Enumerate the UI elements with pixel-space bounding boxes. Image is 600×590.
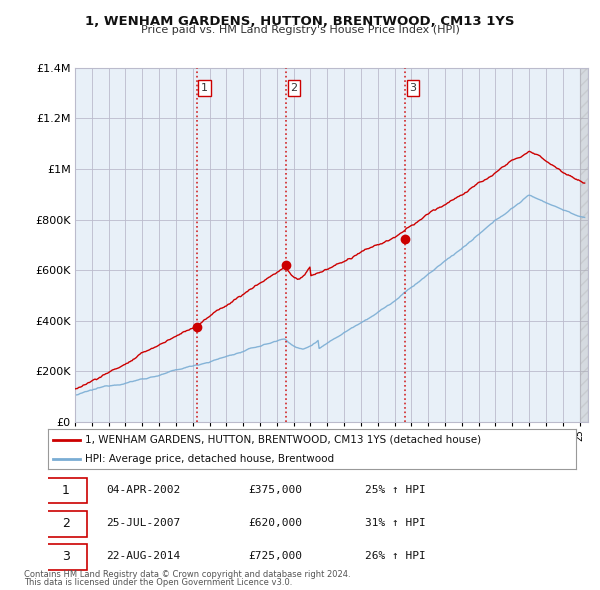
Text: 22-AUG-2014: 22-AUG-2014 <box>106 552 181 561</box>
Text: Contains HM Land Registry data © Crown copyright and database right 2024.: Contains HM Land Registry data © Crown c… <box>24 571 350 579</box>
FancyBboxPatch shape <box>46 511 86 536</box>
Text: HPI: Average price, detached house, Brentwood: HPI: Average price, detached house, Bren… <box>85 454 334 464</box>
Text: 26% ↑ HPI: 26% ↑ HPI <box>365 552 425 561</box>
Text: Price paid vs. HM Land Registry's House Price Index (HPI): Price paid vs. HM Land Registry's House … <box>140 25 460 35</box>
FancyBboxPatch shape <box>46 478 86 503</box>
Text: 3: 3 <box>410 83 416 93</box>
Text: 2: 2 <box>62 517 70 530</box>
Text: 25% ↑ HPI: 25% ↑ HPI <box>365 486 425 495</box>
Bar <box>580 68 588 422</box>
Text: 1: 1 <box>62 484 70 497</box>
Text: £725,000: £725,000 <box>248 552 302 561</box>
FancyBboxPatch shape <box>46 544 86 569</box>
Text: 1: 1 <box>201 83 208 93</box>
Text: 1, WENHAM GARDENS, HUTTON, BRENTWOOD, CM13 1YS (detached house): 1, WENHAM GARDENS, HUTTON, BRENTWOOD, CM… <box>85 435 481 445</box>
Text: 1, WENHAM GARDENS, HUTTON, BRENTWOOD, CM13 1YS: 1, WENHAM GARDENS, HUTTON, BRENTWOOD, CM… <box>85 15 515 28</box>
Text: 2: 2 <box>290 83 298 93</box>
Text: £620,000: £620,000 <box>248 519 302 528</box>
Text: 31% ↑ HPI: 31% ↑ HPI <box>365 519 425 528</box>
Text: £375,000: £375,000 <box>248 486 302 495</box>
Text: 04-APR-2002: 04-APR-2002 <box>106 486 181 495</box>
Text: 3: 3 <box>62 550 70 563</box>
Text: This data is licensed under the Open Government Licence v3.0.: This data is licensed under the Open Gov… <box>24 578 292 587</box>
Text: 25-JUL-2007: 25-JUL-2007 <box>106 519 181 528</box>
